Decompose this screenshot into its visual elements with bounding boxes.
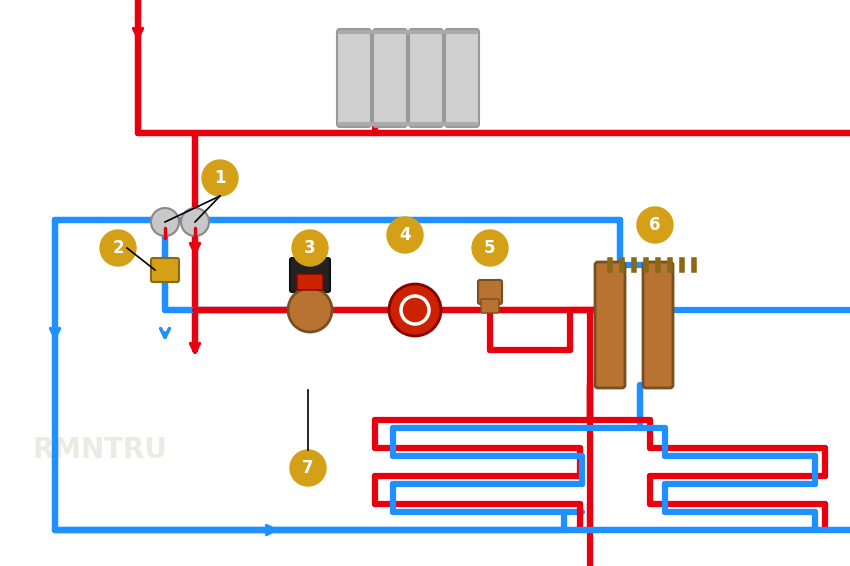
Text: 4: 4 [400, 226, 411, 244]
Circle shape [288, 288, 332, 332]
Circle shape [202, 160, 238, 196]
Text: 3: 3 [304, 239, 316, 257]
FancyBboxPatch shape [445, 29, 479, 127]
Text: 5: 5 [484, 239, 496, 257]
FancyBboxPatch shape [290, 258, 330, 292]
Text: 7: 7 [303, 459, 314, 477]
Text: 2: 2 [112, 239, 124, 257]
Circle shape [389, 284, 441, 336]
Circle shape [401, 296, 429, 324]
Circle shape [181, 208, 209, 236]
Circle shape [292, 230, 328, 266]
Circle shape [637, 207, 673, 243]
Circle shape [472, 230, 508, 266]
Text: 1: 1 [214, 169, 226, 187]
FancyBboxPatch shape [337, 29, 371, 127]
FancyBboxPatch shape [297, 274, 323, 290]
Text: RMNTRU: RMNTRU [32, 436, 167, 464]
FancyBboxPatch shape [373, 29, 407, 127]
FancyBboxPatch shape [643, 262, 673, 388]
Circle shape [100, 230, 136, 266]
FancyBboxPatch shape [595, 262, 625, 388]
Circle shape [290, 450, 326, 486]
FancyBboxPatch shape [481, 299, 499, 313]
FancyBboxPatch shape [409, 29, 443, 127]
FancyBboxPatch shape [478, 280, 502, 304]
Text: 6: 6 [649, 216, 660, 234]
Circle shape [387, 217, 423, 253]
Circle shape [151, 208, 179, 236]
FancyBboxPatch shape [151, 258, 179, 282]
